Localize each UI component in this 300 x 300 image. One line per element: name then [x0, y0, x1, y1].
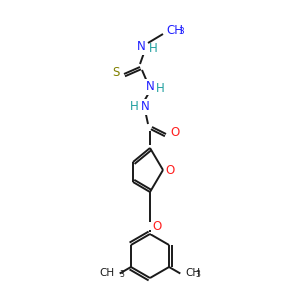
Text: 3: 3: [120, 270, 125, 279]
Text: S: S: [112, 67, 120, 80]
Text: O: O: [165, 164, 175, 176]
Text: CH: CH: [166, 23, 183, 37]
Text: H: H: [156, 82, 164, 94]
Text: CH: CH: [185, 268, 200, 278]
Text: N: N: [136, 40, 146, 53]
Text: H: H: [130, 100, 138, 113]
Text: N: N: [141, 100, 149, 113]
Text: O: O: [170, 127, 180, 140]
Text: 3: 3: [195, 270, 200, 279]
Text: O: O: [152, 220, 162, 232]
Text: CH: CH: [100, 268, 115, 278]
Text: 3: 3: [178, 26, 184, 35]
Text: H: H: [148, 43, 158, 56]
Text: N: N: [146, 80, 154, 94]
